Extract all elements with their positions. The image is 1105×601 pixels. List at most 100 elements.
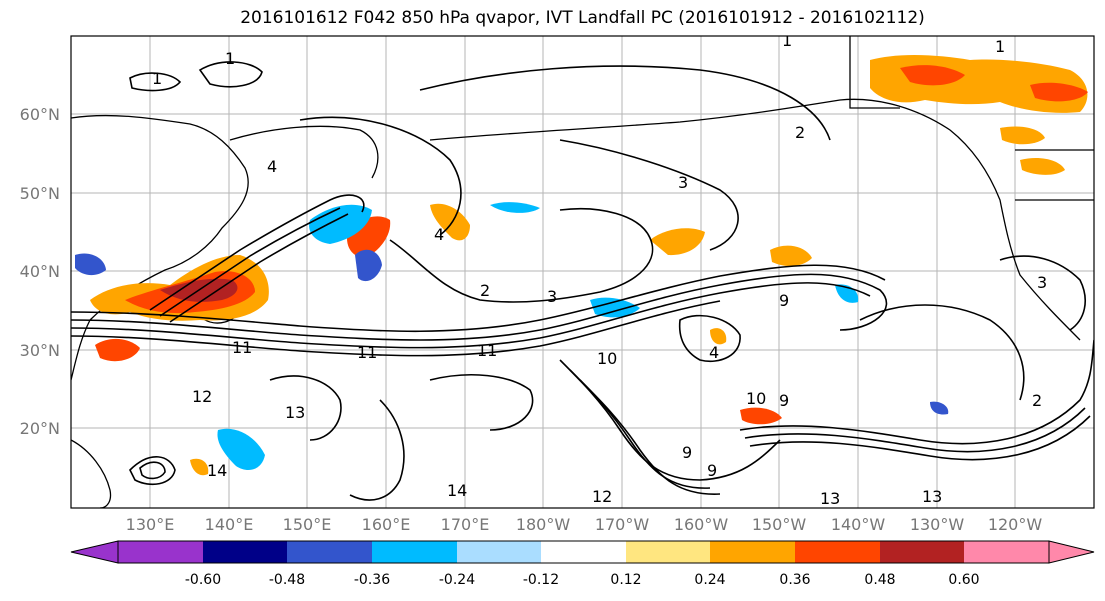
colorbar-segment — [541, 541, 626, 563]
contour-label: 1 — [225, 49, 235, 68]
lon-label: 180°W — [516, 515, 571, 534]
na-borders — [1015, 149, 1094, 201]
contour-label: 9 — [707, 461, 717, 480]
map-panel: 1 1 1 1 2 3 3 4 2 11 11 11 12 13 13 14 1… — [70, 31, 1095, 509]
latitude-labels: 60°N 50°N 40°N 30°N 20°N — [20, 105, 60, 438]
colorbar-ticks: -0.60 -0.48 -0.36 -0.24 -0.12 0.12 0.24 … — [185, 572, 980, 588]
lon-label: 140°E — [205, 515, 254, 534]
contour-label: 1 — [782, 31, 792, 50]
colorbar-segment — [964, 541, 1049, 563]
contour-label: 11 — [357, 343, 377, 362]
contour-label: 4 — [267, 157, 277, 176]
contour-label: 10 — [597, 349, 617, 368]
contour-label: 9 — [779, 291, 789, 310]
colorbar-segment — [287, 541, 372, 563]
lon-label: 150°E — [283, 515, 332, 534]
contour-line — [579, 379, 721, 495]
contour-label: 14 — [207, 461, 227, 480]
kamchatka-coastline — [229, 125, 379, 179]
colorbar-extend-high — [1048, 540, 1095, 564]
colorbar-tick-label: -0.12 — [523, 572, 559, 588]
lon-label: 160°W — [674, 515, 729, 534]
contour-line — [129, 456, 176, 486]
contour-line — [739, 339, 1094, 445]
contour-line — [71, 282, 871, 349]
lat-label: 50°N — [20, 184, 60, 203]
contour-labels: 1 1 1 1 2 3 3 4 2 11 11 11 12 13 13 14 1… — [152, 31, 1047, 508]
colorbar-tick-label: -0.48 — [269, 572, 305, 588]
contour-label: 2 — [480, 281, 490, 300]
colorbar-tick-label: 0.36 — [779, 572, 810, 588]
contour-line — [419, 65, 831, 141]
lon-label: 130°E — [126, 515, 175, 534]
map-frame — [70, 35, 1095, 509]
colorbar-segment — [795, 541, 880, 563]
contour-label: 9 — [779, 391, 789, 410]
lat-label: 30°N — [20, 341, 60, 360]
asia-coastline — [71, 114, 249, 381]
canada-border — [849, 36, 900, 109]
contour-label: 4 — [434, 225, 444, 244]
positive-anomaly-northeast — [870, 55, 1088, 175]
colorbar: -0.60 -0.48 -0.36 -0.24 -0.12 0.12 0.24 … — [70, 540, 1095, 588]
lon-label: 150°W — [752, 515, 807, 534]
colorbar-frame — [117, 540, 1050, 564]
colorbar-tick-label: 0.12 — [610, 572, 641, 588]
colorbar-tick-label: 0.48 — [864, 572, 895, 588]
contour-label: 13 — [820, 489, 840, 508]
contour-line — [71, 264, 886, 333]
contour-line — [678, 314, 741, 362]
colorbar-segment — [710, 541, 795, 563]
lat-label: 60°N — [20, 105, 60, 124]
contour-line — [159, 207, 341, 317]
contour-line — [744, 407, 1086, 453]
contour-label: 1 — [995, 37, 1005, 56]
lon-label: 160°E — [362, 515, 411, 534]
contour-line — [389, 207, 654, 303]
contour-label: 4 — [709, 343, 719, 362]
colorbar-segment — [203, 541, 287, 563]
contour-label: 11 — [477, 341, 497, 360]
colorbar-segment — [626, 541, 710, 563]
contour-line — [139, 461, 166, 480]
contour-line — [859, 304, 1025, 401]
contour-label: 12 — [592, 487, 612, 506]
lat-label: 20°N — [20, 419, 60, 438]
contour-line — [299, 116, 462, 236]
colorbar-segment — [372, 541, 457, 563]
colorbar-tick-label: 0.60 — [948, 572, 979, 588]
positive-anomaly-central-pacific — [190, 228, 812, 476]
contour-label: 14 — [447, 481, 467, 500]
contour-label: 10 — [746, 389, 766, 408]
contour-label: 13 — [922, 487, 942, 506]
contour-line — [999, 255, 1086, 331]
lon-label: 130°W — [910, 515, 965, 534]
contour-label: 1 — [152, 69, 162, 88]
lon-label: 170°W — [595, 515, 650, 534]
contour-line — [169, 213, 349, 323]
contour-label: 12 — [192, 387, 212, 406]
positive-anomaly-west-pacific — [90, 203, 470, 362]
lon-label: 170°E — [441, 515, 490, 534]
colorbar-tick-label: 0.24 — [694, 572, 725, 588]
contour-label: 9 — [682, 443, 692, 462]
colorbar-tick-label: -0.60 — [185, 572, 221, 588]
colorbar-segment — [118, 541, 203, 563]
colorbar-segment — [457, 541, 541, 563]
alaska-na-coastline — [429, 98, 1081, 341]
lat-label: 40°N — [20, 262, 60, 281]
contour-line — [71, 273, 888, 341]
contour-line — [349, 399, 405, 501]
contour-line — [429, 374, 534, 431]
contour-label: 2 — [1032, 391, 1042, 410]
contour-label: 3 — [678, 173, 688, 192]
contour-line — [559, 139, 739, 251]
philippines-coastline — [71, 439, 112, 508]
contour-label: 2 — [795, 123, 805, 142]
colorbar-segment — [880, 541, 964, 563]
lon-label: 140°W — [831, 515, 886, 534]
lon-label: 120°W — [988, 515, 1043, 534]
contour-label: 13 — [285, 403, 305, 422]
contour-label: 11 — [232, 338, 252, 357]
colorbar-tick-label: -0.24 — [439, 572, 475, 588]
